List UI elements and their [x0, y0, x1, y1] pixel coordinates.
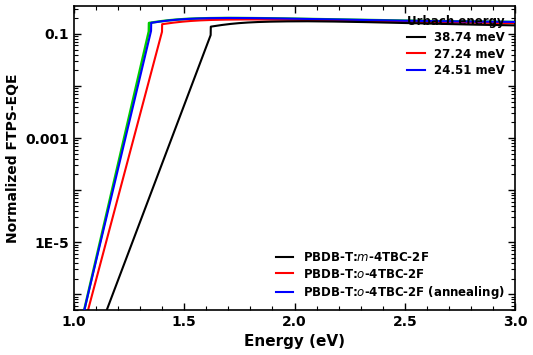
Legend: PBDB-T:$\it{m}$-4TBC-2F, PBDB-T:$\it{o}$-4TBC-2F, PBDB-T:$\it{o}$-4TBC-2F (annea: PBDB-T:$\it{m}$-4TBC-2F, PBDB-T:$\it{o}$… — [276, 251, 505, 301]
Y-axis label: Normalized FTPS-EQE: Normalized FTPS-EQE — [5, 73, 20, 242]
X-axis label: Energy (eV): Energy (eV) — [244, 334, 345, 349]
